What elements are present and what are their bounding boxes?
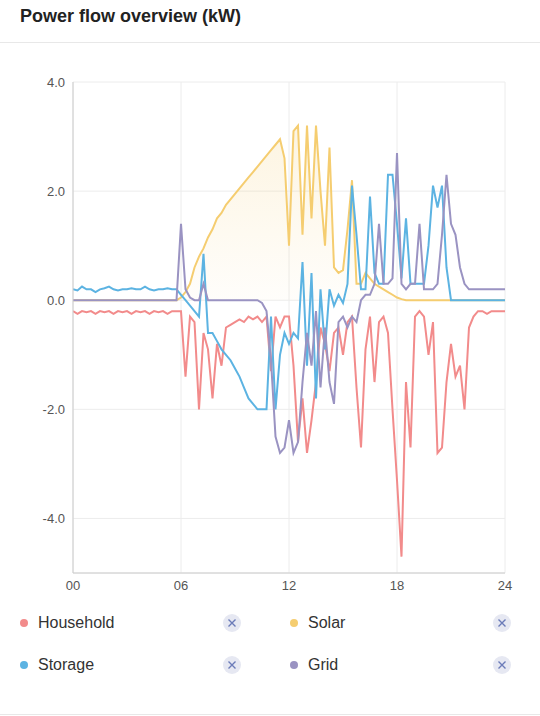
- html-text:Grid: Grid: [308, 656, 339, 673]
- svg-text:18: 18: [390, 578, 404, 593]
- svg-text:24: 24: [498, 578, 512, 593]
- html-text:Solar: Solar: [308, 614, 346, 631]
- svg-text:0.0: 0.0: [47, 293, 65, 308]
- svg-text:-2.0: -2.0: [43, 402, 65, 417]
- svg-text:12: 12: [282, 578, 296, 593]
- html-text:Power flow overview (kW): Power flow overview (kW): [20, 6, 241, 26]
- svg-text:4.0: 4.0: [47, 75, 65, 90]
- svg-text:00: 00: [66, 578, 80, 593]
- svg-text:2.0: 2.0: [47, 184, 65, 199]
- html-text:Household: Household: [38, 614, 115, 631]
- svg-text:06: 06: [174, 578, 188, 593]
- svg-text:-4.0: -4.0: [43, 511, 65, 526]
- html-text:Storage: Storage: [38, 656, 94, 673]
